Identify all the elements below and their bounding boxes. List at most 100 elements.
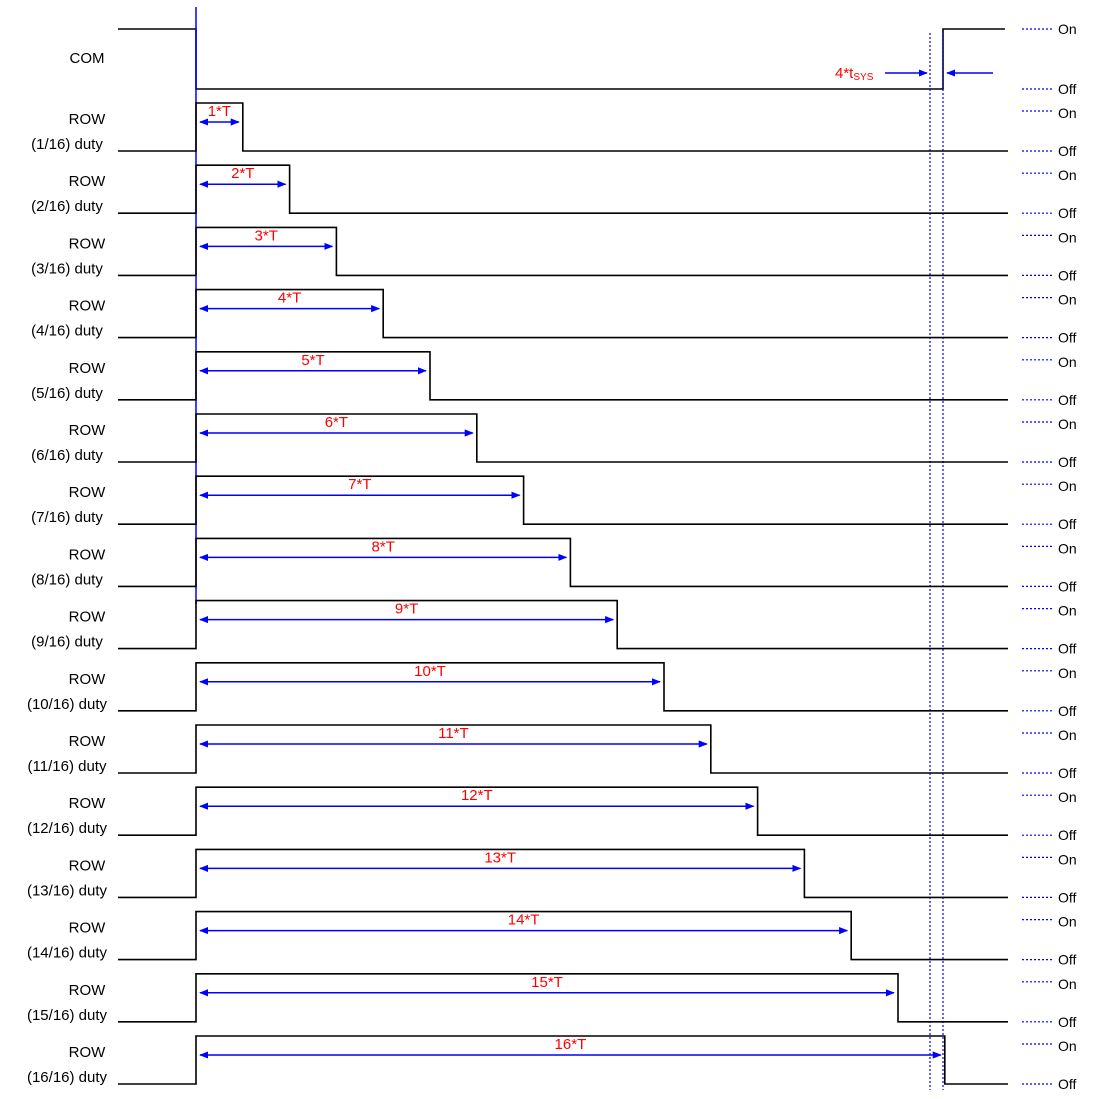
row-signal: ROW (10/16) duty 10*T Off On bbox=[27, 662, 1077, 719]
row-on-label: On bbox=[1058, 292, 1077, 308]
row-on-label: On bbox=[1058, 167, 1077, 183]
row-label-line2: (6/16) duty bbox=[31, 447, 103, 464]
row-off-label: Off bbox=[1058, 1014, 1077, 1030]
row-label-line1: ROW bbox=[69, 111, 107, 128]
row-signal: ROW (11/16) duty 11*T Off On bbox=[28, 724, 1077, 781]
row-signal: ROW (8/16) duty 8*T Off On bbox=[31, 537, 1077, 594]
row-on-label: On bbox=[1058, 105, 1077, 121]
row-waveform bbox=[118, 537, 1008, 588]
row-label-line2: (8/16) duty bbox=[31, 571, 103, 588]
row-waveform bbox=[118, 973, 1008, 1023]
row-label-line2: (1/16) duty bbox=[31, 136, 103, 153]
row-label-line1: ROW bbox=[69, 982, 107, 999]
row-waveform bbox=[118, 102, 1008, 152]
row-on-label: On bbox=[1058, 416, 1077, 432]
row-off-label: Off bbox=[1058, 1076, 1077, 1092]
row-off-label: Off bbox=[1058, 143, 1077, 159]
row-label-line1: ROW bbox=[69, 546, 107, 563]
row-on-label: On bbox=[1058, 851, 1077, 867]
row-duration-label: 4*T bbox=[278, 290, 301, 307]
row-signal: ROW (12/16) duty 12*T Off On bbox=[27, 786, 1077, 843]
row-waveform bbox=[118, 910, 1008, 961]
row-on-label: On bbox=[1058, 914, 1077, 930]
row-waveform bbox=[118, 351, 1008, 401]
row-off-label: Off bbox=[1058, 516, 1077, 532]
row-signal: ROW (14/16) duty 14*T Off On bbox=[27, 910, 1077, 968]
row-off-label: Off bbox=[1058, 889, 1077, 905]
row-label-line2: (16/16) duty bbox=[27, 1069, 108, 1086]
row-label-line1: ROW bbox=[69, 484, 107, 501]
row-on-label: On bbox=[1058, 665, 1077, 681]
row-signal: ROW (6/16) duty 6*T Off On bbox=[31, 413, 1077, 470]
row-duration-label: 7*T bbox=[348, 476, 371, 493]
row-label-line2: (3/16) duty bbox=[31, 260, 103, 277]
row-label-line1: ROW bbox=[69, 235, 107, 252]
row-off-label: Off bbox=[1058, 703, 1077, 719]
row-signal: ROW (16/16) duty 16*T Off On bbox=[27, 1035, 1077, 1092]
row-label-line2: (7/16) duty bbox=[31, 509, 103, 526]
row-label-line1: ROW bbox=[69, 920, 107, 937]
row-signal: ROW (7/16) duty 7*T Off On bbox=[31, 475, 1077, 532]
row-on-label: On bbox=[1058, 976, 1077, 992]
row-waveform bbox=[118, 599, 1008, 650]
row-off-label: Off bbox=[1058, 330, 1077, 346]
row-duration-label: 3*T bbox=[255, 227, 278, 244]
row-on-label: On bbox=[1058, 354, 1077, 370]
row-signal: ROW (13/16) duty 13*T Off On bbox=[27, 848, 1077, 905]
com-tsys-label: 4*tSYS bbox=[835, 65, 874, 83]
row-label-line1: ROW bbox=[69, 857, 107, 874]
row-label-line2: (2/16) duty bbox=[31, 198, 103, 215]
com-signal: COM On Off 4*tSYS bbox=[70, 21, 1077, 97]
row-duration-label: 1*T bbox=[208, 103, 231, 120]
row-label-line2: (10/16) duty bbox=[27, 696, 108, 713]
row-label-line2: (12/16) duty bbox=[27, 820, 108, 837]
row-label-line2: (5/16) duty bbox=[31, 385, 103, 402]
row-duration-label: 9*T bbox=[395, 601, 418, 618]
row-label-line1: ROW bbox=[69, 733, 107, 750]
row-signals: ROW (1/16) duty 1*T Off On ROW (2/16) duty 2*T O… bbox=[27, 102, 1077, 1092]
row-off-label: Off bbox=[1058, 952, 1077, 968]
row-on-label: On bbox=[1058, 540, 1077, 556]
row-on-label: On bbox=[1058, 789, 1077, 805]
row-signal: ROW (3/16) duty 3*T Off On bbox=[31, 226, 1077, 283]
row-off-label: Off bbox=[1058, 641, 1077, 657]
row-label-line2: (9/16) duty bbox=[31, 634, 103, 651]
row-label-line1: ROW bbox=[69, 609, 107, 626]
row-duration-label: 2*T bbox=[231, 165, 254, 182]
row-waveform bbox=[118, 848, 1008, 899]
row-off-label: Off bbox=[1058, 827, 1077, 843]
row-on-label: On bbox=[1058, 727, 1077, 743]
row-duration-label: 11*T bbox=[438, 725, 469, 742]
row-label-line2: (4/16) duty bbox=[31, 323, 103, 340]
row-label-line1: ROW bbox=[69, 298, 107, 315]
row-waveform bbox=[118, 662, 1008, 712]
row-off-label: Off bbox=[1058, 267, 1077, 283]
com-off-label: Off bbox=[1058, 81, 1077, 97]
row-duration-label: 10*T bbox=[414, 663, 446, 680]
row-duration-label: 6*T bbox=[325, 414, 348, 431]
com-label: COM bbox=[70, 50, 105, 67]
row-label-line1: ROW bbox=[69, 173, 107, 190]
row-duration-label: 13*T bbox=[484, 849, 516, 866]
row-waveform bbox=[118, 164, 1008, 214]
row-off-label: Off bbox=[1058, 765, 1077, 781]
row-off-label: Off bbox=[1058, 392, 1077, 408]
row-off-label: Off bbox=[1058, 454, 1077, 470]
row-on-label: On bbox=[1058, 478, 1077, 494]
row-waveform bbox=[118, 1035, 1008, 1085]
row-duration-label: 8*T bbox=[372, 538, 395, 555]
row-waveform bbox=[118, 226, 1008, 277]
row-duration-label: 14*T bbox=[508, 912, 540, 929]
row-waveform bbox=[118, 786, 1008, 836]
row-off-label: Off bbox=[1058, 578, 1077, 594]
row-on-label: On bbox=[1058, 229, 1077, 245]
row-label-line2: (11/16) duty bbox=[28, 758, 107, 775]
row-label-line1: ROW bbox=[69, 1044, 107, 1061]
row-signal: ROW (15/16) duty 15*T Off On bbox=[27, 973, 1077, 1030]
row-label-line1: ROW bbox=[69, 795, 107, 812]
row-signal: ROW (5/16) duty 5*T Off On bbox=[31, 351, 1077, 408]
com-waveform bbox=[118, 28, 1005, 90]
row-signal: ROW (2/16) duty 2*T Off On bbox=[31, 164, 1077, 221]
row-duration-label: 16*T bbox=[555, 1036, 587, 1053]
